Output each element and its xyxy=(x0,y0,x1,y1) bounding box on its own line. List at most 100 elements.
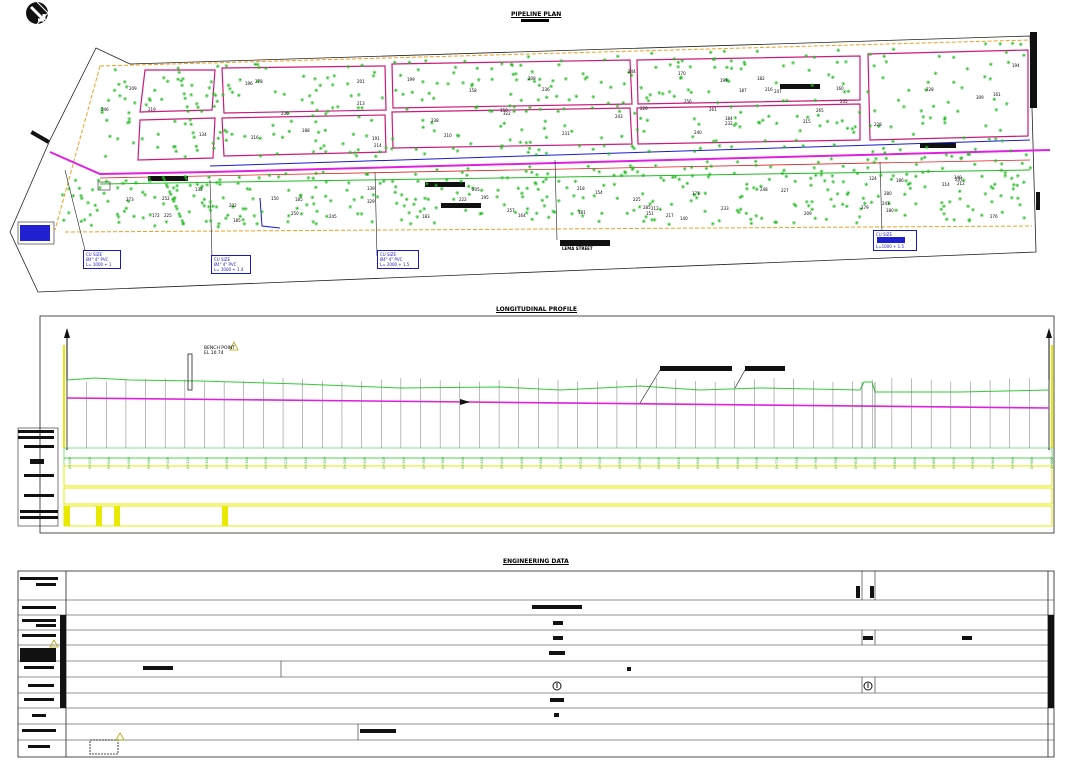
tree-icon: ❀ xyxy=(600,136,604,142)
parcel-number: 232 xyxy=(725,121,733,126)
tree-icon: ❀ xyxy=(399,73,403,79)
tree-icon: ❀ xyxy=(180,83,184,89)
tree-icon: ❀ xyxy=(474,106,478,112)
tree-icon: ❀ xyxy=(102,191,106,197)
tree-icon: ❀ xyxy=(877,124,881,130)
tree-icon: ❀ xyxy=(680,59,684,65)
tree-icon: ❀ xyxy=(515,77,519,83)
tree-icon: ❀ xyxy=(714,139,718,145)
tree-icon: ❀ xyxy=(891,139,895,145)
tree-icon: ❀ xyxy=(202,197,206,203)
parcel-number: 205 xyxy=(472,187,480,192)
tree-icon: ❀ xyxy=(994,108,998,114)
tree-icon: ❀ xyxy=(991,186,995,192)
tree-icon: ❀ xyxy=(744,211,748,217)
tree-icon: ❀ xyxy=(679,75,683,81)
parcel-number: 322 xyxy=(503,111,511,116)
tree-icon: ❀ xyxy=(80,196,84,202)
tree-icon: ❀ xyxy=(422,207,426,213)
tree-icon: ❀ xyxy=(650,51,654,57)
tree-icon: ❀ xyxy=(616,54,620,60)
tree-icon: ❀ xyxy=(464,208,468,214)
tree-icon: ❀ xyxy=(1000,139,1004,145)
tree-icon: ❀ xyxy=(952,80,956,86)
tree-icon: ❀ xyxy=(510,63,514,69)
tree-icon: ❀ xyxy=(549,84,553,90)
tree-icon: ❀ xyxy=(286,110,290,116)
parcel-number: 209 xyxy=(804,211,812,216)
tree-icon: ❀ xyxy=(889,177,893,183)
tree-icon: ❀ xyxy=(425,182,429,188)
tree-icon: ❀ xyxy=(532,79,536,85)
tree-icon: ❀ xyxy=(757,120,761,126)
tree-icon: ❀ xyxy=(980,213,984,219)
tree-icon: ❀ xyxy=(868,124,872,130)
tree-icon: ❀ xyxy=(477,77,481,83)
tree-icon: ❀ xyxy=(755,187,759,193)
tree-icon: ❀ xyxy=(852,130,856,136)
tree-icon: ❀ xyxy=(134,181,138,187)
tree-icon: ❀ xyxy=(509,92,513,98)
note-3-line-2: Ø4" 4" PVC xyxy=(380,257,403,262)
longitudinal-profile-drawing xyxy=(17,315,1055,534)
tree-icon: ❀ xyxy=(739,207,743,213)
tree-icon: ❀ xyxy=(541,180,545,186)
tree-icon: ❀ xyxy=(153,195,157,201)
tree-icon: ❀ xyxy=(215,181,219,187)
tree-icon: ❀ xyxy=(934,71,938,77)
tree-icon: ❀ xyxy=(176,77,180,83)
tree-icon: ❀ xyxy=(907,88,911,94)
tree-icon: ❀ xyxy=(424,59,428,65)
tree-icon: ❀ xyxy=(763,138,767,144)
tree-icon: ❀ xyxy=(870,200,874,206)
tree-icon: ❀ xyxy=(816,160,820,166)
tree-icon: ❀ xyxy=(760,216,764,222)
tree-icon: ❀ xyxy=(809,183,813,189)
tree-icon: ❀ xyxy=(125,85,129,91)
tree-icon: ❀ xyxy=(829,157,833,163)
tree-icon: ❀ xyxy=(71,194,75,200)
tree-icon: ❀ xyxy=(945,217,949,223)
tree-icon: ❀ xyxy=(729,105,733,111)
parcel-number: 164 xyxy=(518,213,526,218)
tree-icon: ❀ xyxy=(745,187,749,193)
tree-icon: ❀ xyxy=(810,199,814,205)
tree-icon: ❀ xyxy=(819,173,823,179)
tree-icon: ❀ xyxy=(212,146,216,152)
tree-icon: ❀ xyxy=(733,115,737,121)
tree-icon: ❀ xyxy=(107,98,111,104)
parcel-number: 237 xyxy=(955,177,963,182)
tree-icon: ❀ xyxy=(544,177,548,183)
tree-icon: ❀ xyxy=(526,54,530,60)
tree-icon: ❀ xyxy=(921,170,925,176)
tree-icon: ❀ xyxy=(299,194,303,200)
tree-icon: ❀ xyxy=(827,73,831,79)
tree-icon: ❀ xyxy=(524,109,528,115)
tree-icon: ❀ xyxy=(1015,183,1019,189)
tree-icon: ❀ xyxy=(175,207,179,213)
parcel-number: 233 xyxy=(721,206,729,211)
parcel-number: 171 xyxy=(692,191,700,196)
tree-icon: ❀ xyxy=(874,156,878,162)
tree-icon: ❀ xyxy=(241,217,245,223)
tree-icon: ❀ xyxy=(97,178,101,184)
tree-icon: ❀ xyxy=(1028,165,1032,171)
tree-icon: ❀ xyxy=(524,141,528,147)
tree-icon: ❀ xyxy=(405,107,409,113)
tree-icon: ❀ xyxy=(126,120,130,126)
tree-icon: ❀ xyxy=(401,92,405,98)
tree-icon: ❀ xyxy=(1005,101,1009,107)
tree-icon: ❀ xyxy=(632,208,636,214)
tree-icon: ❀ xyxy=(407,211,411,217)
tree-icon: ❀ xyxy=(108,134,112,140)
note-1-line-1: CU SIZE xyxy=(86,252,102,257)
tree-icon: ❀ xyxy=(440,187,444,193)
tree-icon: ❀ xyxy=(190,83,194,89)
tree-icon: ❀ xyxy=(365,133,369,139)
tree-icon: ❀ xyxy=(537,83,541,89)
tree-icon: ❀ xyxy=(502,121,506,127)
tree-icon: ❀ xyxy=(836,48,840,54)
tree-icon: ❀ xyxy=(502,202,506,208)
parcel-number: 140 xyxy=(680,216,688,221)
parcel-number: 181 xyxy=(578,210,586,215)
